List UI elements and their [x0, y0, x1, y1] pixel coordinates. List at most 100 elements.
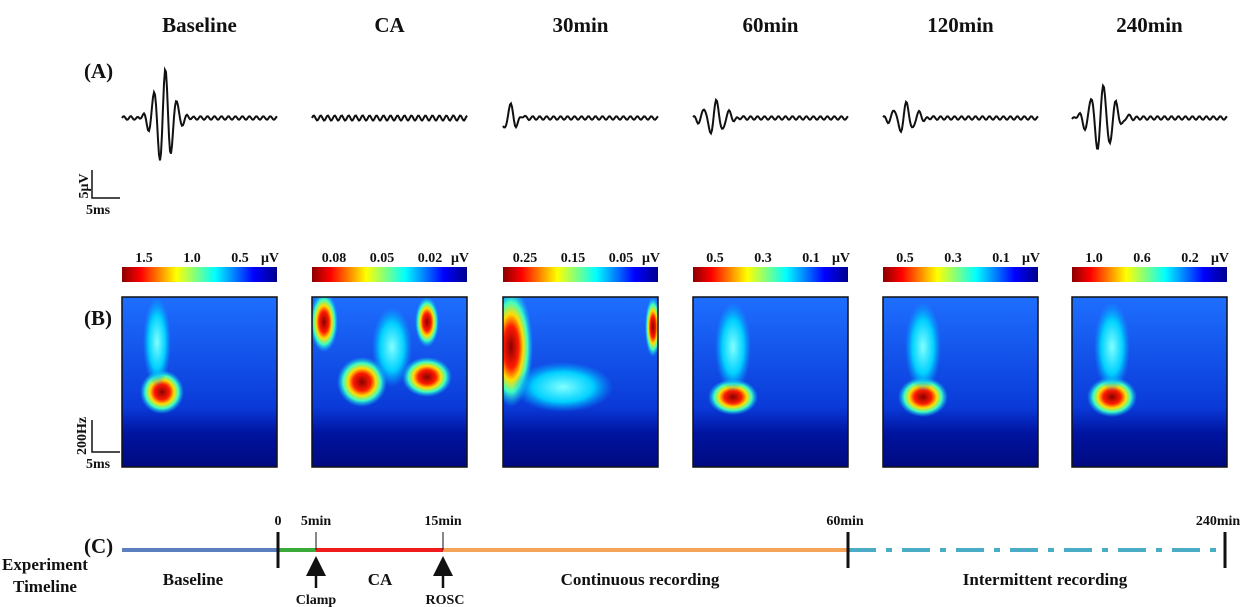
column-title: 30min — [552, 13, 608, 37]
spectrogram-blob — [1087, 377, 1137, 417]
spectrogram-frame — [882, 296, 1039, 468]
waveform — [502, 101, 659, 130]
colorbar-label: 1.0 — [1085, 251, 1103, 266]
scale-bar — [91, 420, 120, 453]
spectrogram-bg — [883, 297, 1038, 467]
spectrogram-blob — [1094, 302, 1130, 392]
colorbar-label: 0.6 — [1133, 251, 1151, 266]
colorbar-unit: μV — [261, 251, 279, 266]
scale-label: 200Hz — [75, 417, 90, 455]
spectrogram-body — [693, 297, 848, 467]
segment-label: Continuous recording — [561, 570, 720, 589]
colorbar-label: 0.02 — [418, 251, 443, 266]
colorbar-label: 0.25 — [513, 251, 538, 266]
colorbar — [693, 267, 848, 282]
spectrogram — [121, 296, 278, 468]
spectrogram-body — [883, 297, 1038, 467]
colorbar-label: 0.15 — [561, 251, 586, 266]
spectrogram-body — [1072, 297, 1227, 467]
column-title: 60min — [742, 13, 798, 37]
spectrogram-blob — [372, 307, 412, 387]
colorbar-unit: μV — [642, 251, 660, 266]
spectrogram-blob — [513, 362, 613, 412]
scale-label: 5μV — [77, 173, 92, 198]
waveform — [1071, 82, 1228, 150]
colorbar-label: 0.3 — [754, 251, 772, 266]
spectrogram-blob — [415, 297, 439, 347]
spectrogram-blob — [715, 302, 751, 392]
colorbar — [503, 267, 658, 282]
timeline-tick-label: 15min — [424, 514, 462, 529]
colorbar-label: 0.08 — [322, 251, 347, 266]
colorbar-unit: μV — [1022, 251, 1040, 266]
column-title: 240min — [1116, 13, 1183, 37]
panel-label: (B) — [84, 306, 112, 330]
spectrogram-body — [503, 297, 658, 467]
spectrogram-frame — [311, 296, 468, 468]
spectrogram — [1071, 296, 1228, 468]
waveform — [692, 97, 849, 136]
timeline-tick-label: 5min — [301, 514, 332, 529]
spectrogram-blob — [708, 379, 758, 415]
spectrogram-blob — [898, 377, 948, 417]
spectrogram-body — [122, 297, 277, 467]
colorbar-label: 0.5 — [231, 251, 249, 266]
spectrogram-blob — [312, 297, 338, 352]
waveform — [121, 66, 278, 161]
colorbar-label: 0.05 — [609, 251, 634, 266]
spectrogram-bg — [693, 297, 848, 467]
colorbar-label: 1.0 — [183, 251, 201, 266]
colorbar-label: 0.1 — [992, 251, 1010, 266]
spectrogram-blob — [337, 357, 387, 407]
spectrogram — [311, 296, 468, 468]
segment-label: Baseline — [163, 570, 224, 589]
timeline-tick-label: 240min — [1196, 514, 1241, 529]
spectrogram-frame — [502, 296, 659, 468]
scale-label: 5ms — [86, 457, 111, 472]
timeline — [122, 532, 1227, 588]
timeline-label: Experiment Timeline — [2, 555, 88, 596]
colorbar — [883, 267, 1038, 282]
colorbar-label: 1.5 — [135, 251, 153, 266]
column-title: CA — [374, 13, 405, 37]
waveform — [882, 99, 1039, 134]
spectrogram-bg — [1072, 297, 1227, 467]
panel-label: (A) — [84, 59, 113, 83]
colorbar-label: 0.3 — [944, 251, 962, 266]
spectrogram-blob — [402, 357, 452, 397]
colorbar-unit: μV — [832, 251, 850, 266]
scale-label: 5ms — [86, 203, 111, 218]
spectrogram-frame — [692, 296, 849, 468]
colorbar-unit: μV — [1211, 251, 1229, 266]
timeline-tick-label: 0 — [275, 514, 282, 529]
spectrogram — [692, 296, 849, 468]
spectrogram-blob — [645, 297, 658, 357]
spectrogram — [502, 296, 659, 468]
event-label: ROSC — [426, 593, 465, 607]
colorbar — [1072, 267, 1227, 282]
segment-label: CA — [368, 570, 393, 589]
scale-bar — [91, 170, 120, 199]
colorbar-label: 0.2 — [1181, 251, 1199, 266]
colorbar-label: 0.05 — [370, 251, 395, 266]
waveform — [311, 114, 468, 122]
colorbar-label: 0.1 — [802, 251, 820, 266]
column-title: Baseline — [162, 13, 237, 37]
spectrogram-blob — [143, 297, 171, 387]
spectrogram-frame — [1071, 296, 1228, 468]
colorbar-label: 0.5 — [706, 251, 724, 266]
colorbar — [122, 267, 277, 282]
colorbar-label: 0.5 — [896, 251, 914, 266]
timeline-tick-label: 60min — [826, 514, 864, 529]
column-title: 120min — [927, 13, 994, 37]
spectrogram — [882, 296, 1039, 468]
event-label: Clamp — [296, 593, 337, 607]
spectrogram-body — [312, 297, 467, 467]
spectrogram-frame — [121, 296, 278, 468]
panel-label: (C) — [84, 534, 113, 558]
colorbar-unit: μV — [451, 251, 469, 266]
segment-label: Intermittent recording — [963, 570, 1128, 589]
colorbar — [312, 267, 467, 282]
